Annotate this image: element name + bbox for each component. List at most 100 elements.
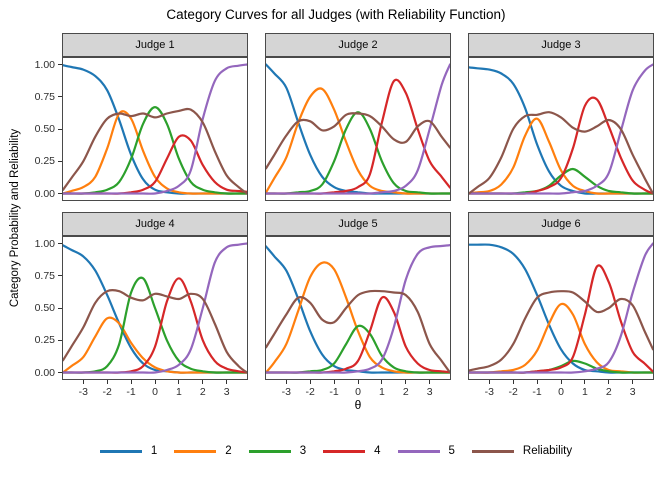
- x-tick-mark: [584, 380, 586, 384]
- curve-category-3: [63, 276, 247, 374]
- curve-category-5: [63, 63, 247, 195]
- legend-line-swatch: [471, 449, 514, 453]
- legend-item-4: 4: [323, 445, 381, 457]
- x-tick-mark: [429, 380, 431, 384]
- x-tick-label: -1: [126, 386, 136, 398]
- curves-canvas-judge-2: [266, 63, 450, 195]
- x-tick-label: 3: [426, 386, 433, 398]
- x-tick-mark: [130, 380, 132, 384]
- x-tick-label: 2: [605, 386, 612, 398]
- y-tick-label: 1.00: [34, 237, 55, 250]
- legend-label: 1: [150, 445, 158, 457]
- x-tick-mark: [202, 380, 204, 384]
- curve-category-1: [266, 245, 450, 374]
- curve-category-4: [63, 277, 247, 374]
- legend-line-swatch: [323, 449, 366, 453]
- facet-strip-label: Judge 6: [541, 218, 581, 230]
- curve-category-1: [469, 243, 653, 374]
- y-tick-mark: [58, 339, 62, 341]
- y-tick-label: 0.00: [34, 187, 55, 200]
- x-tick-mark: [536, 380, 538, 384]
- facet-strip-label: Judge 5: [338, 218, 378, 230]
- legend-line-swatch: [174, 449, 217, 453]
- x-tick-mark: [333, 380, 335, 384]
- curve-category-5: [266, 63, 450, 195]
- legend-item-1: 1: [99, 445, 158, 457]
- legend-label: 4: [374, 445, 381, 457]
- x-tick-label: -1: [329, 386, 339, 398]
- x-tick-label: 3: [223, 386, 230, 398]
- curves-canvas-judge-5: [266, 244, 450, 374]
- curve-reliability: [63, 107, 247, 195]
- x-tick-mark: [106, 380, 108, 384]
- facet-strip-label: Judge 1: [135, 39, 175, 51]
- facet-strip-judge-3: Judge 3: [468, 33, 654, 57]
- x-tick-mark: [285, 380, 287, 384]
- legend-line-swatch: [397, 449, 440, 453]
- curve-category-2: [469, 117, 653, 195]
- x-tick-label: -2: [102, 386, 112, 398]
- curve-category-5: [469, 242, 653, 374]
- facet-strip-judge-5: Judge 5: [265, 212, 451, 236]
- curve-reliability: [266, 289, 450, 374]
- curves-canvas-judge-1: [63, 63, 247, 195]
- curves-canvas-judge-6: [469, 242, 653, 374]
- curves-canvas-judge-3: [469, 63, 653, 195]
- x-tick-mark: [226, 380, 228, 384]
- x-axis-title: θ: [354, 398, 362, 412]
- legend-line-swatch: [99, 449, 142, 453]
- curve-category-3: [469, 167, 653, 195]
- curve-category-5: [63, 242, 247, 374]
- y-tick-label: 0.75: [34, 269, 55, 282]
- legend-item-reliability: Reliability: [471, 445, 572, 457]
- facet-plot-judge-2: [265, 57, 451, 201]
- facet-strip-judge-1: Judge 1: [62, 33, 248, 57]
- x-tick-label: -3: [78, 386, 88, 398]
- y-tick-label: 1.00: [34, 58, 55, 71]
- legend-label: 3: [299, 445, 307, 457]
- y-tick-label: 0.75: [34, 90, 55, 103]
- facet-strip-judge-4: Judge 4: [62, 212, 248, 236]
- y-tick-mark: [58, 96, 62, 98]
- facet-plot-judge-4: [62, 236, 248, 380]
- y-axis-title: Category Probability and Reliability: [9, 128, 21, 308]
- x-tick-label: -3: [484, 386, 494, 398]
- y-tick-mark: [58, 372, 62, 373]
- y-tick-mark: [58, 64, 62, 65]
- legend: 1 2 3 4 5 Reliability: [0, 445, 672, 457]
- x-tick-mark: [309, 380, 311, 384]
- curves-canvas-judge-4: [63, 242, 247, 374]
- legend-line-swatch: [248, 449, 291, 453]
- x-tick-label: 0: [152, 386, 158, 398]
- curve-category-5: [469, 63, 653, 195]
- legend-item-2: 2: [174, 445, 232, 457]
- y-tick-label: 0.25: [34, 155, 55, 168]
- x-tick-label: 1: [175, 386, 182, 398]
- x-tick-mark: [632, 380, 634, 384]
- facet-strip-judge-2: Judge 2: [265, 33, 451, 57]
- y-tick-mark: [58, 307, 62, 309]
- x-tick-label: 0: [355, 386, 361, 398]
- facet-strip-judge-6: Judge 6: [468, 212, 654, 236]
- x-tick-mark: [154, 380, 156, 384]
- facet-strip-label: Judge 3: [541, 39, 581, 51]
- curve-reliability: [266, 112, 450, 170]
- facet-strip-label: Judge 2: [338, 39, 378, 51]
- x-tick-mark: [178, 380, 180, 384]
- x-tick-label: 2: [402, 386, 409, 398]
- legend-item-3: 3: [248, 445, 307, 457]
- curve-category-2: [266, 261, 450, 374]
- chart-title: Category Curves for all Judges (with Rel…: [166, 7, 506, 22]
- x-tick-mark: [381, 380, 383, 384]
- y-tick-mark: [58, 243, 62, 244]
- curve-category-5: [266, 244, 450, 374]
- curve-category-4: [266, 295, 450, 374]
- facet-strip-label: Judge 4: [135, 218, 175, 230]
- facet-plot-judge-6: [468, 236, 654, 380]
- legend-label: 2: [225, 445, 232, 457]
- x-tick-mark: [488, 380, 490, 384]
- x-tick-mark: [608, 380, 610, 384]
- curve-category-1: [266, 63, 450, 195]
- curve-reliability: [63, 288, 247, 374]
- y-tick-mark: [58, 193, 62, 194]
